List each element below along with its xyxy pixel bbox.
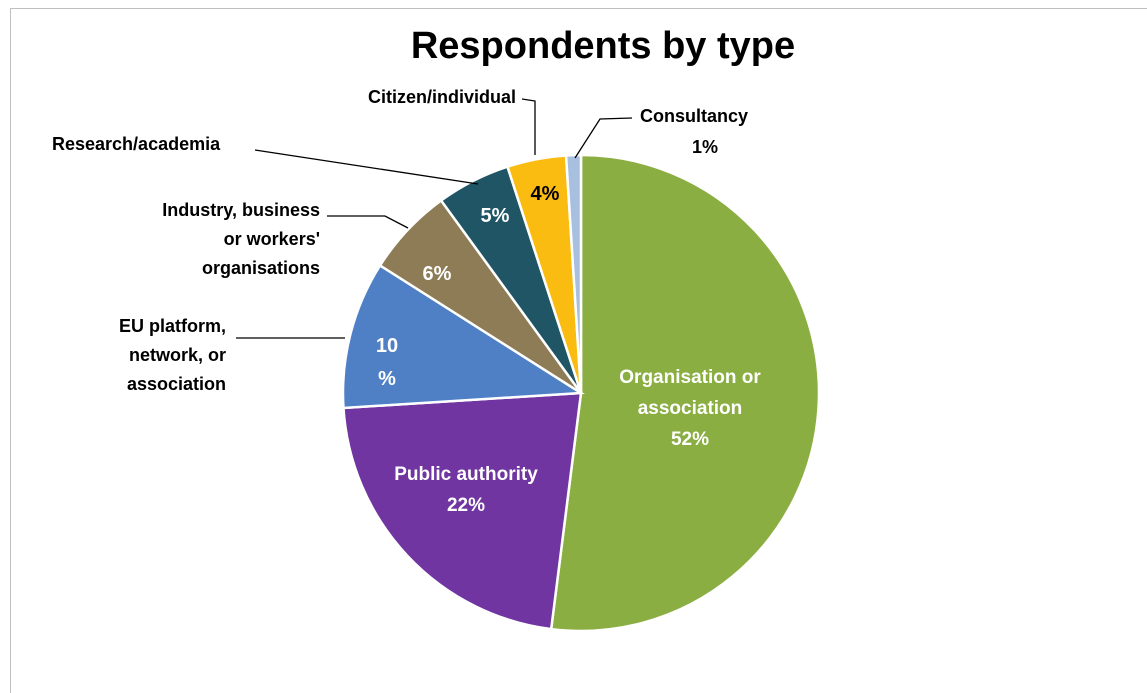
pie-slice: [551, 155, 819, 631]
slice-category-label: Citizen/individual: [368, 87, 516, 107]
slice-value-label: 22%: [447, 495, 485, 516]
slice-category-label: or workers': [224, 229, 320, 249]
leader-line: [327, 216, 408, 228]
slice-value-label: 4%: [531, 183, 560, 205]
chart-title: Respondents by type: [411, 25, 795, 67]
slice-value-label: 1%: [692, 137, 718, 157]
leader-line: [255, 150, 478, 184]
pie-slices: [343, 155, 819, 631]
leader-line: [575, 118, 632, 158]
slice-category-label: association: [638, 398, 743, 419]
slice-category-label: Public authority: [394, 464, 538, 485]
slice-category-label: Organisation or: [619, 367, 761, 388]
slice-category-label: Consultancy: [640, 106, 748, 126]
slice-category-label: Industry, business: [162, 200, 320, 220]
slice-category-label: network, or: [129, 345, 226, 365]
slice-value-label: 6%: [423, 263, 452, 285]
slice-value-label: 5%: [481, 205, 510, 227]
leader-line: [522, 99, 535, 155]
slice-category-label: EU platform,: [119, 316, 226, 336]
slice-category-label: Research/academia: [52, 134, 221, 154]
slice-value-label: 52%: [671, 429, 709, 450]
slice-value-label: 10: [376, 335, 398, 357]
slice-category-label: association: [127, 374, 226, 394]
slice-value-label: %: [378, 368, 396, 390]
slice-category-label: organisations: [202, 258, 320, 278]
